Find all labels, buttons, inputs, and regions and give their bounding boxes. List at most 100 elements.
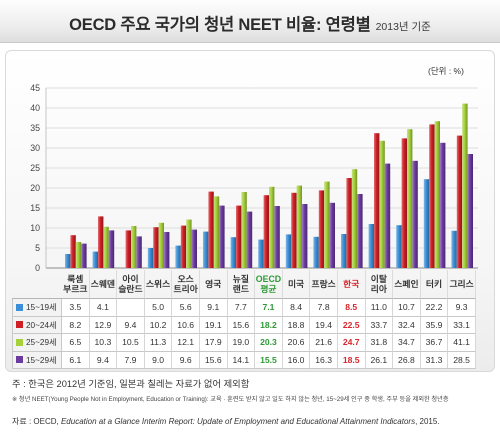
table-value: 8.5 [337,299,366,317]
table-value: 28.5 [448,351,476,369]
legend-label: 15~29세 [26,355,57,365]
bar-series-4 [302,204,308,268]
category-label: 뉴질 랜드 [227,270,256,299]
category-label: 아이 슬란드 [117,270,145,299]
data-table: 룩셈 부르크 스웨덴 아이 슬란드 스위스 오스 트리아 영국 뉴질 랜드 OECD 평균 미국… [12,270,476,369]
bar-series-3 [462,103,468,268]
y-tick-label: 40 [30,103,40,113]
legend-swatch [16,338,23,346]
table-corner [12,270,62,299]
source-text: 자료 : OECD, Education at a Glance Interim… [12,416,440,427]
table-value: 11.3 [144,334,173,352]
legend-swatch [16,303,23,311]
table-value: 22.2 [420,299,449,317]
table-value: 10.6 [172,316,200,334]
bar-series-2 [456,135,463,268]
legend-row-label: 15~29세 [12,351,62,369]
bar-series-4 [81,243,87,268]
legend-swatch [16,356,23,364]
category-label: 그리스 [448,270,476,299]
table-value: 4.1 [89,299,118,317]
bar-series-1 [341,234,347,268]
y-axis: 0 5 10 15 20 25 30 35 40 45 [30,83,47,272]
bar-series-1 [175,245,181,268]
table-value: 5.0 [144,299,173,317]
category-label: OECD 평균 [255,270,283,299]
table-value: 7.1 [255,299,283,317]
legend-row-label: 15~19세 [12,299,62,317]
legend-label: 20~24세 [26,320,57,330]
bar-series-2 [374,133,380,268]
bar-series-3 [351,169,358,268]
table-value: 8.4 [282,299,311,317]
table-value: 10.2 [144,316,173,334]
bar-series-4 [274,206,280,268]
table-value: 31.3 [420,351,449,369]
bar-series-3 [241,192,247,268]
table-value: 8.2 [62,316,90,334]
bar-series-4 [164,232,170,268]
bar-series-2 [236,205,242,268]
bar-series-1 [147,248,154,268]
table-value: 9.3 [448,299,476,317]
table-value: 15.5 [255,351,283,369]
table-value: 12.9 [89,316,118,334]
bars [65,103,473,269]
bar-series-2 [346,178,352,268]
y-tick-label: 25 [30,163,40,173]
bar-series-2 [70,235,76,268]
category-label: 오스 트리아 [172,270,200,299]
bar-series-2 [291,192,297,268]
table-value: 31.8 [365,334,394,352]
table-value: 21.6 [310,334,338,352]
bar-series-3 [158,222,164,268]
table-value: 18.8 [282,316,311,334]
bar-series-1 [65,254,71,268]
table-value: 9.4 [117,316,145,334]
table-value: 15.6 [199,351,228,369]
table-value: 26.1 [365,351,394,369]
table-value: 16.0 [282,351,311,369]
table-value: 7.8 [310,299,338,317]
legend-row-label: 25~29세 [12,334,62,352]
definition-text: ※ 청년 NEET(Young People Not in Employment… [12,396,449,403]
neet-definition: ※ 청년 NEET(Young People Not in Employment… [12,394,488,403]
table-value: 18.5 [337,351,366,369]
table-value: 19.1 [199,316,228,334]
table-value: 11.0 [365,299,394,317]
bar-series-4 [108,230,115,268]
table-value: 10.3 [89,334,118,352]
bar-series-1 [258,239,264,268]
bar-series-1 [203,231,209,268]
table-value: 6.1 [62,351,90,369]
chart-subtitle: 2013년 기준 [375,21,431,33]
bar-series-2 [153,227,159,268]
bar-series-1 [451,230,457,268]
table-value: 12.1 [172,334,200,352]
title-bar: OECD 주요 국가의 청년 NEET 비율: 연령별 2013년 기준 [0,0,500,43]
bar-series-3 [213,196,220,268]
bar-series-3 [103,226,109,268]
source-title: Education at a Glance Interim Report: Up… [60,417,416,426]
footnote-text: 주 : 한국은 2012년 기준임, 일본과 칠레는 자료가 없어 제외함 [12,379,250,389]
table-value: 24.7 [337,334,366,352]
table-value: 16.3 [310,351,338,369]
category-label: 스페인 [393,270,421,299]
footnote: 주 : 한국은 2012년 기준임, 일본과 칠레는 자료가 없어 제외함 [12,376,488,390]
table-value: 15.6 [227,316,256,334]
chart-title: OECD 주요 국가의 청년 NEET 비율: 연령별 [69,16,371,34]
table-value: 34.7 [393,334,421,352]
bar-chart: 0 5 10 15 20 25 30 35 40 45 [30,83,478,272]
category-label: 룩셈 부르크 [62,270,90,299]
bar-series-2 [180,225,187,268]
bar-series-3 [186,219,192,268]
table-value: 33.7 [365,316,394,334]
y-tick-label: 45 [30,83,40,93]
bar-series-2 [401,138,407,268]
bar-series-2 [208,191,214,268]
legend-swatch [16,321,23,329]
table-value: 14.1 [227,351,256,369]
bar-series-3 [75,242,82,268]
bar-series-3 [324,181,330,268]
